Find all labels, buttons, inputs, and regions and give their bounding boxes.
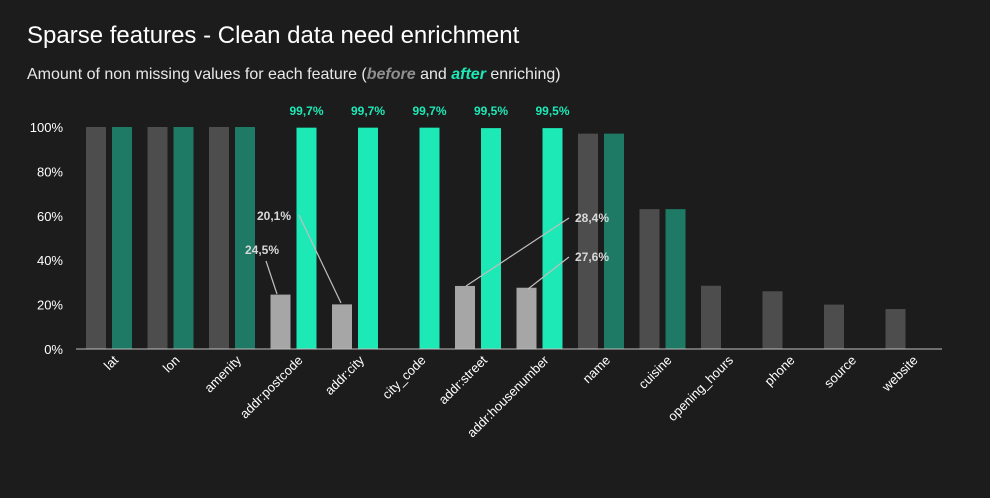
- subtitle-prefix: Amount of non missing values for each fe…: [27, 66, 367, 83]
- y-tick-label: 100%: [30, 120, 64, 135]
- data-label-after: 99,7%: [412, 104, 446, 118]
- bar-after-lon: [173, 127, 194, 349]
- data-label-after: 99,5%: [474, 104, 508, 118]
- bar-before-cuisine: [639, 209, 660, 349]
- bar-after-addr:city: [358, 127, 378, 349]
- x-tick-label: addr:city: [322, 352, 368, 398]
- leader-line: [527, 256, 570, 290]
- bar-before-addr:street: [455, 285, 475, 349]
- bar-before-lat: [86, 127, 106, 349]
- y-tick-label: 40%: [37, 253, 63, 268]
- x-tick-label: addr:postcode: [237, 353, 306, 422]
- x-tick-label: phone: [761, 353, 797, 389]
- bar-before-website: [885, 309, 906, 349]
- leader-line: [265, 260, 278, 295]
- y-tick-label: 0%: [44, 342, 63, 357]
- bar-before-phone: [762, 291, 783, 349]
- data-label-before: 20,1%: [257, 209, 291, 223]
- y-tick-label: 60%: [37, 209, 63, 224]
- subtitle-middle: and: [415, 66, 452, 83]
- data-label-after: 99,7%: [289, 104, 323, 118]
- x-tick-label: name: [580, 353, 614, 387]
- bar-after-addr:postcode: [296, 127, 317, 349]
- x-tick-label: opening_hours: [665, 352, 737, 424]
- bar-after-lat: [112, 127, 132, 349]
- bar-before-addr:postcode: [270, 294, 291, 349]
- x-tick-label: website: [878, 353, 920, 395]
- x-tick-label: city_code: [379, 353, 428, 402]
- bar-before-lon: [147, 127, 168, 349]
- x-tick-label: amenity: [201, 352, 244, 395]
- bar-before-addr:city: [332, 304, 352, 349]
- bar-after-cuisine: [665, 209, 686, 349]
- subtitle-after-word: after: [451, 66, 486, 83]
- data-label-before: 27,6%: [575, 250, 609, 264]
- bar-before-amenity: [209, 127, 229, 349]
- bar-after-name: [604, 133, 624, 349]
- y-tick-label: 80%: [37, 164, 63, 179]
- bar-before-addr:housenumber: [516, 287, 537, 349]
- bar-after-addr:housenumber: [542, 128, 563, 349]
- x-tick-label: addr:street: [436, 352, 491, 407]
- chart-subtitle: Amount of non missing values for each fe…: [27, 66, 561, 84]
- y-tick-label: 20%: [37, 298, 63, 313]
- bar-before-opening_hours: [701, 285, 721, 349]
- data-label-after: 99,5%: [535, 104, 569, 118]
- leader-line: [465, 217, 570, 287]
- chart-title: Sparse features - Clean data need enrich…: [27, 22, 520, 49]
- bar-after-city_code: [419, 127, 440, 349]
- x-tick-label: lon: [160, 353, 183, 376]
- bar-after-amenity: [235, 127, 255, 349]
- x-tick-label: cuisine: [635, 353, 674, 392]
- leader-line: [298, 214, 342, 304]
- x-tick-label: lat: [101, 352, 122, 373]
- subtitle-suffix: enriching): [485, 66, 561, 83]
- subtitle-before-word: before: [366, 66, 416, 83]
- x-tick-label: source: [821, 353, 859, 391]
- data-label-after: 99,7%: [351, 104, 385, 118]
- bar-before-source: [824, 304, 844, 349]
- bar-after-addr:street: [481, 128, 501, 349]
- data-label-before: 28,4%: [575, 211, 609, 225]
- bar-before-name: [578, 133, 598, 349]
- data-label-before: 24,5%: [245, 243, 279, 257]
